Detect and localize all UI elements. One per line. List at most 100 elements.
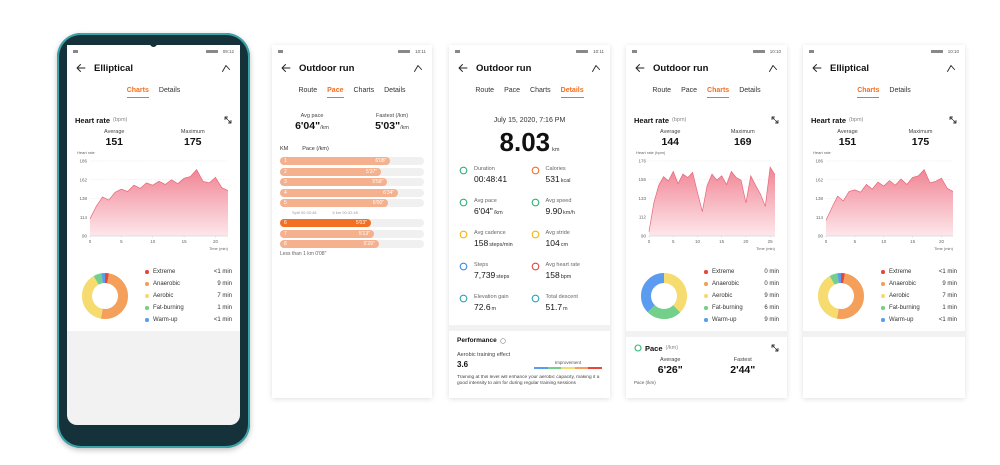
- app-screen: 10:10 Outdoor run Route Pace Charts Details He…: [626, 45, 787, 398]
- zone-name: Extreme: [153, 269, 176, 275]
- expand-button[interactable]: [949, 116, 957, 124]
- camera-notch: [150, 40, 157, 47]
- level-segment: [561, 367, 575, 369]
- tab[interactable]: Details: [560, 87, 584, 98]
- legend-item: Aerobic 7 min: [145, 293, 232, 299]
- expand-button[interactable]: [771, 344, 779, 352]
- unit: bpm: [560, 274, 572, 280]
- metric-label: Avg speed: [545, 198, 572, 204]
- value: 6'04": [474, 206, 493, 216]
- app-screen: 10:11 Outdoor run Route Pace Charts Details Av…: [272, 45, 432, 398]
- zone-time: <1 min: [213, 269, 232, 275]
- metric: Calories 531kcal: [531, 166, 603, 189]
- status-bar: 10:11: [272, 45, 432, 57]
- tab[interactable]: Charts: [707, 87, 730, 98]
- metric: Avg heart rate 158bpm: [531, 262, 603, 285]
- expand-button[interactable]: [771, 116, 779, 124]
- back-button[interactable]: [812, 63, 822, 73]
- tab[interactable]: Route: [298, 87, 318, 94]
- heart-rate-line: [648, 166, 776, 232]
- stat: Average 144: [634, 129, 707, 148]
- tab[interactable]: Pace: [504, 87, 521, 94]
- tab[interactable]: Pace: [681, 87, 698, 94]
- tab[interactable]: Charts: [857, 87, 880, 98]
- x-tick-label: 10: [150, 239, 156, 244]
- share-button[interactable]: [413, 63, 423, 73]
- metric-value: 51.7m: [546, 302, 578, 312]
- heart-rate-chart: Heart rate 90 114 138 162 186 0 5 10 15 20 Time (mi…: [77, 150, 229, 251]
- page-title: Elliptical: [94, 62, 134, 74]
- share-button-path: [414, 65, 422, 72]
- battery: [398, 49, 411, 53]
- summary-value: 5'03"/km: [352, 120, 432, 132]
- signal: [73, 49, 78, 53]
- tab[interactable]: Charts: [353, 87, 375, 94]
- tab[interactable]: Details: [889, 87, 911, 94]
- app-screen: 09:12 Elliptical Charts Details Heart rate (b…: [67, 45, 240, 425]
- x-tick-label: 20: [939, 239, 945, 244]
- tab[interactable]: Route: [475, 87, 495, 94]
- expand-button-path: [771, 344, 779, 352]
- metric-label: Duration: [474, 166, 495, 172]
- km-label: 3: [284, 179, 287, 185]
- metric-text: Avg speed 9.90km/h: [546, 198, 575, 216]
- tab[interactable]: Route: [652, 87, 672, 94]
- distance-unit: km: [552, 147, 560, 153]
- back-button[interactable]: [281, 63, 291, 73]
- legend-dot: [704, 294, 708, 298]
- info: [500, 337, 506, 344]
- pace-row: 3 5'58": [280, 178, 424, 186]
- battery-icon: [398, 49, 411, 53]
- tab[interactable]: Details: [384, 87, 406, 94]
- tab-bar: Route Pace Charts Details: [272, 87, 432, 101]
- pace-label: 5'58": [372, 179, 384, 185]
- heart-rate-line: [89, 168, 229, 219]
- zone-legend: Extreme 0 min Anaerobic 0 min Aerobic 9 min Fa…: [704, 269, 779, 323]
- pace-label: 5'13": [358, 230, 370, 237]
- tab[interactable]: Charts: [126, 87, 149, 98]
- x-axis-title: Time (min): [756, 246, 776, 251]
- legend-item: Aerobic 7 min: [881, 293, 957, 299]
- metric-text: Calories 531kcal: [546, 166, 571, 184]
- x-tick-label: 20: [213, 239, 219, 244]
- tab[interactable]: Pace: [327, 87, 344, 98]
- status-bar: 10:10: [626, 45, 787, 57]
- share-button-path: [592, 65, 600, 72]
- share-button[interactable]: [946, 63, 956, 73]
- expand-button-path: [224, 116, 232, 124]
- tab[interactable]: Charts: [530, 87, 551, 94]
- x-tick-label: 15: [719, 239, 725, 244]
- zone-segment: [82, 273, 128, 319]
- value: 6'04": [295, 120, 321, 132]
- share-button[interactable]: [591, 63, 601, 73]
- stat-value: 151: [105, 136, 124, 148]
- tab[interactable]: Details: [158, 87, 181, 94]
- info-icon[interactable]: [500, 337, 506, 344]
- metric-text: Duration 00:48:41: [474, 166, 507, 184]
- back-button[interactable]: [76, 63, 86, 73]
- zone-segment: [641, 273, 687, 319]
- section-header: Pace (/km): [634, 343, 779, 353]
- legend-dot: [881, 282, 885, 286]
- metric: Avg stride 104cm: [531, 230, 603, 253]
- zone-name: Anaerobic: [712, 281, 740, 287]
- y-tick-label: 138: [815, 196, 823, 201]
- performance-card: Performance Aerobic training effect 3.6 Imp…: [449, 331, 610, 398]
- metric: Elevation gain 72.6m: [459, 294, 531, 317]
- legend-dot: [704, 270, 708, 274]
- back-button[interactable]: [458, 63, 468, 73]
- zone-time: 1 min: [942, 305, 957, 311]
- tab-bar: Charts Details: [67, 87, 240, 101]
- share-button[interactable]: [768, 63, 778, 73]
- zone-time: 1 min: [217, 305, 232, 311]
- expand-button[interactable]: [224, 116, 232, 124]
- legend-dot: [881, 294, 885, 298]
- tab[interactable]: Details: [739, 87, 761, 94]
- metrics-grid: Duration 00:48:41 Calories 531kcal Avg pace 6…: [449, 158, 610, 317]
- stat-label: Maximum: [180, 129, 205, 135]
- back-button[interactable]: [635, 63, 645, 73]
- heart-rate-zones: Extreme <1 min Anaerobic 9 min Aerobic 7 min F…: [67, 269, 240, 323]
- share-button[interactable]: [221, 63, 231, 73]
- stats: Average 151 Maximum 175: [75, 129, 232, 148]
- stat-label: Average: [837, 129, 858, 135]
